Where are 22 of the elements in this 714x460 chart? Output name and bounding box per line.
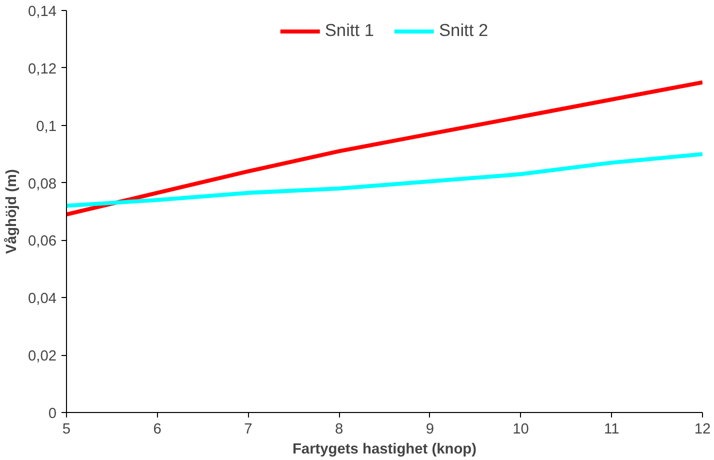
x-axis-title: Fartygets hastighet (knop) xyxy=(292,442,477,458)
x-tick-label: 8 xyxy=(334,422,344,438)
line-series xyxy=(66,80,702,216)
y-axis-title: Våghöjd (m) xyxy=(2,169,20,254)
y-tick-label: 0,02 xyxy=(28,348,57,365)
y-tick-label: 0 xyxy=(48,406,57,422)
y-tick-label: 0,08 xyxy=(28,176,57,192)
y-tick-label: 0,1 xyxy=(36,118,56,135)
y-tick-label: 0,04 xyxy=(28,291,57,308)
y-tick-label: 0,06 xyxy=(28,234,57,250)
x-tick-label: 12 xyxy=(694,422,711,438)
y-tick-label: 0,12 xyxy=(28,61,57,78)
x-tick-label: 11 xyxy=(604,422,620,438)
x-tick-label: 5 xyxy=(62,422,71,438)
x-tick-label: 7 xyxy=(244,422,252,438)
legend-label: Snitt 1 xyxy=(324,20,374,41)
line-series xyxy=(66,152,702,208)
x-tick-label: 6 xyxy=(153,422,162,438)
x-tick-label: 10 xyxy=(512,422,529,438)
legend-label: Snitt 2 xyxy=(439,20,488,41)
y-tick-label: 0,14 xyxy=(28,4,57,20)
x-tick-label: 9 xyxy=(426,422,434,438)
